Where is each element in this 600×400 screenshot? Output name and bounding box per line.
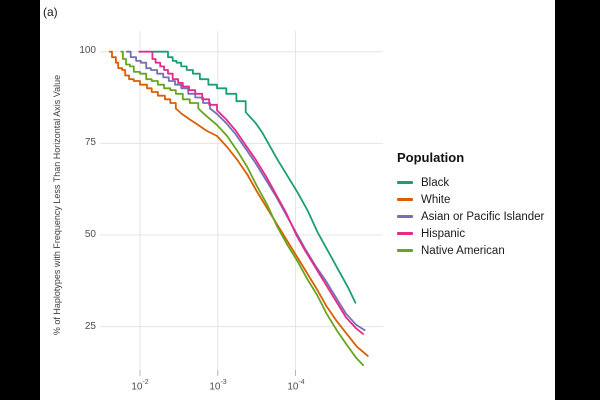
legend-swatch-white: [397, 198, 413, 201]
legend-item-asian-or-pacific-islander: Asian or Pacific Islander: [397, 208, 544, 225]
legend: Population Black White Asian or Pacific …: [397, 150, 544, 259]
legend-item-black: Black: [397, 174, 544, 191]
x-tick-1e-3: 10-3: [209, 379, 227, 393]
legend-swatch-hispanic: [397, 232, 413, 235]
legend-label-asian-or-pacific-islander: Asian or Pacific Islander: [421, 210, 545, 223]
x-tick-1e-2: 10-2: [131, 379, 149, 393]
legend-item-native-american: Native American: [397, 242, 544, 259]
legend-label-hispanic: Hispanic: [421, 227, 466, 240]
legend-swatch-black: [397, 181, 413, 184]
y-tick-50: 50: [84, 229, 96, 240]
legend-label-native-american: Native American: [421, 244, 505, 257]
series-line-black: [152, 50, 357, 304]
legend-item-hispanic: Hispanic: [397, 225, 544, 242]
y-tick-25: 25: [84, 321, 96, 332]
plot-background: [40, 0, 555, 400]
legend-swatch-native-american: [397, 249, 413, 252]
legend-item-white: White: [397, 191, 544, 208]
y-tick-75: 75: [84, 137, 96, 148]
legend-label-black: Black: [421, 176, 450, 189]
legend-swatch-asian-or-pacific-islander: [397, 215, 413, 218]
y-tick-100: 100: [79, 45, 96, 56]
legend-label-white: White: [421, 193, 451, 206]
series-line-white: [108, 50, 369, 357]
x-tick-1e-4: 10-4: [287, 379, 305, 393]
series-line-hispanic: [138, 50, 364, 335]
legend-title: Population: [397, 150, 465, 165]
series-line-native-american: [120, 50, 364, 366]
y-axis-title: % of Haplotypes with Frequency Less Than…: [52, 74, 62, 336]
panel-label: (a): [43, 5, 58, 19]
